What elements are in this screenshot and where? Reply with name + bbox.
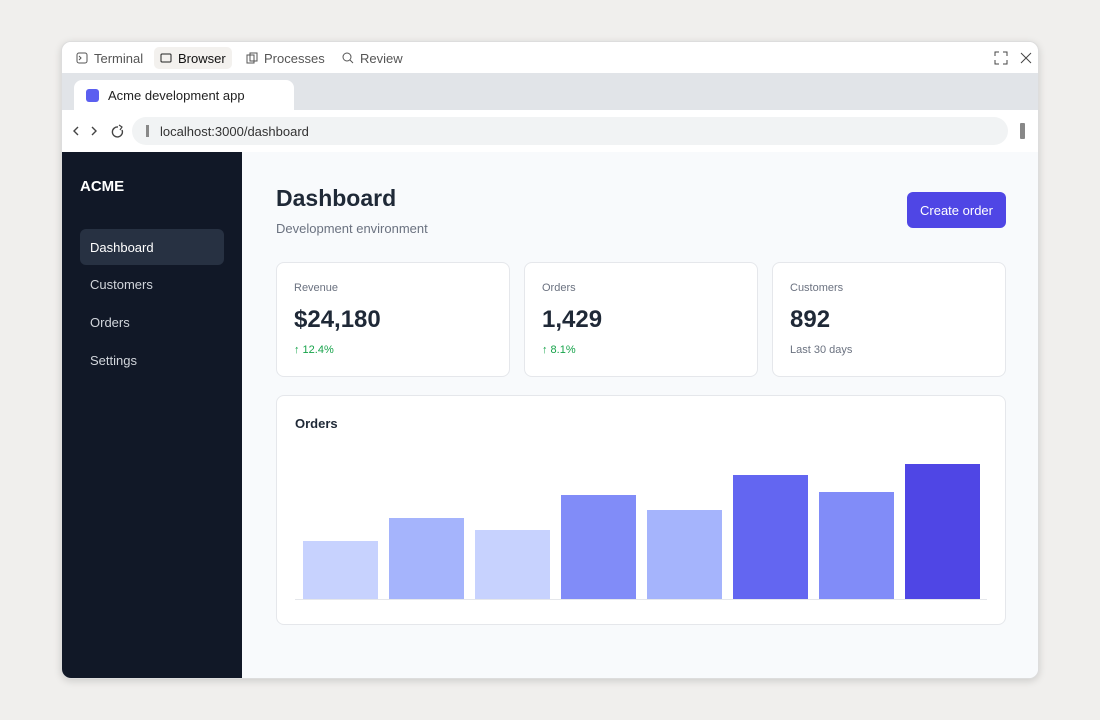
- fullscreen-button[interactable]: [994, 51, 1008, 65]
- tab-strip: Acme development app: [62, 73, 1038, 110]
- stat-card: Customers 892 Last 30 days: [772, 262, 1006, 377]
- chart-title: Orders: [295, 416, 338, 431]
- stat-card: Orders 1,429 ↑ 8.1%: [524, 262, 758, 377]
- page-subtitle: Development environment: [276, 221, 428, 236]
- close-button[interactable]: [1019, 51, 1033, 65]
- toolbar-tab[interactable]: Browser: [154, 47, 232, 69]
- nav-item[interactable]: Orders: [90, 314, 130, 330]
- page-title: Dashboard: [276, 185, 397, 211]
- chart: [295, 464, 987, 600]
- nav-item[interactable]: Customers: [90, 276, 153, 292]
- bar: [303, 541, 378, 599]
- nav-item[interactable]: Settings: [90, 352, 137, 368]
- tab-label: Terminal: [94, 50, 144, 66]
- nav-buttons[interactable]: [72, 123, 128, 139]
- tab-label: Processes: [264, 50, 325, 66]
- favicon: [86, 88, 99, 102]
- stat-value: $24,180: [294, 306, 381, 333]
- toolbar-tab[interactable]: Review: [336, 47, 409, 69]
- bar: [733, 475, 808, 599]
- stat-card: Revenue $24,180 ↑ 12.4%: [276, 262, 510, 377]
- stat-label: Customers: [790, 282, 844, 294]
- icon: [246, 52, 258, 64]
- stat-label: Orders: [542, 282, 576, 294]
- icon: [342, 52, 354, 64]
- url-field[interactable]: localhost:3000/dashboard: [132, 117, 1008, 145]
- stat-note: Last 30 days: [790, 344, 853, 356]
- tab-label: Review: [360, 50, 403, 66]
- stat-note: ↑ 8.1%: [542, 344, 576, 356]
- create-order-button[interactable]: Create order: [907, 192, 1006, 228]
- chart-card: Orders: [276, 395, 1006, 625]
- icon: [76, 52, 88, 64]
- bar: [561, 495, 636, 599]
- stat-label: Revenue: [294, 282, 339, 294]
- tab-label: Browser: [178, 50, 226, 66]
- toolbar-tab[interactable]: Processes: [240, 47, 331, 69]
- address-bar: localhost:3000/dashboard: [62, 110, 1038, 152]
- toolbar-tab[interactable]: Terminal: [70, 47, 149, 69]
- toolbar: Terminal Browser Processes Review: [62, 42, 1038, 73]
- stat-value: 892: [790, 306, 831, 333]
- bar: [819, 492, 894, 599]
- nav-item[interactable]: Dashboard: [80, 229, 224, 265]
- main: Dashboard Development environment Create…: [242, 152, 1038, 678]
- bar: [647, 510, 722, 599]
- browser-tab[interactable]: Acme development app: [74, 80, 294, 110]
- stat-value: 1,429: [542, 306, 603, 333]
- bar: [905, 464, 980, 599]
- icon: [146, 125, 149, 137]
- browser-window: Terminal Browser Processes Review Acme d…: [61, 41, 1039, 679]
- tab-title: Acme development app: [108, 87, 245, 103]
- url: localhost:3000/dashboard: [160, 123, 309, 139]
- bar: [389, 518, 464, 599]
- bar: [475, 530, 550, 599]
- stat-note: ↑ 12.4%: [294, 344, 334, 356]
- menu-icon[interactable]: [1020, 123, 1025, 139]
- sidebar: ACME Dashboard Customers Orders Settings: [62, 152, 242, 678]
- brand: ACME: [80, 178, 125, 195]
- icon: [160, 53, 172, 63]
